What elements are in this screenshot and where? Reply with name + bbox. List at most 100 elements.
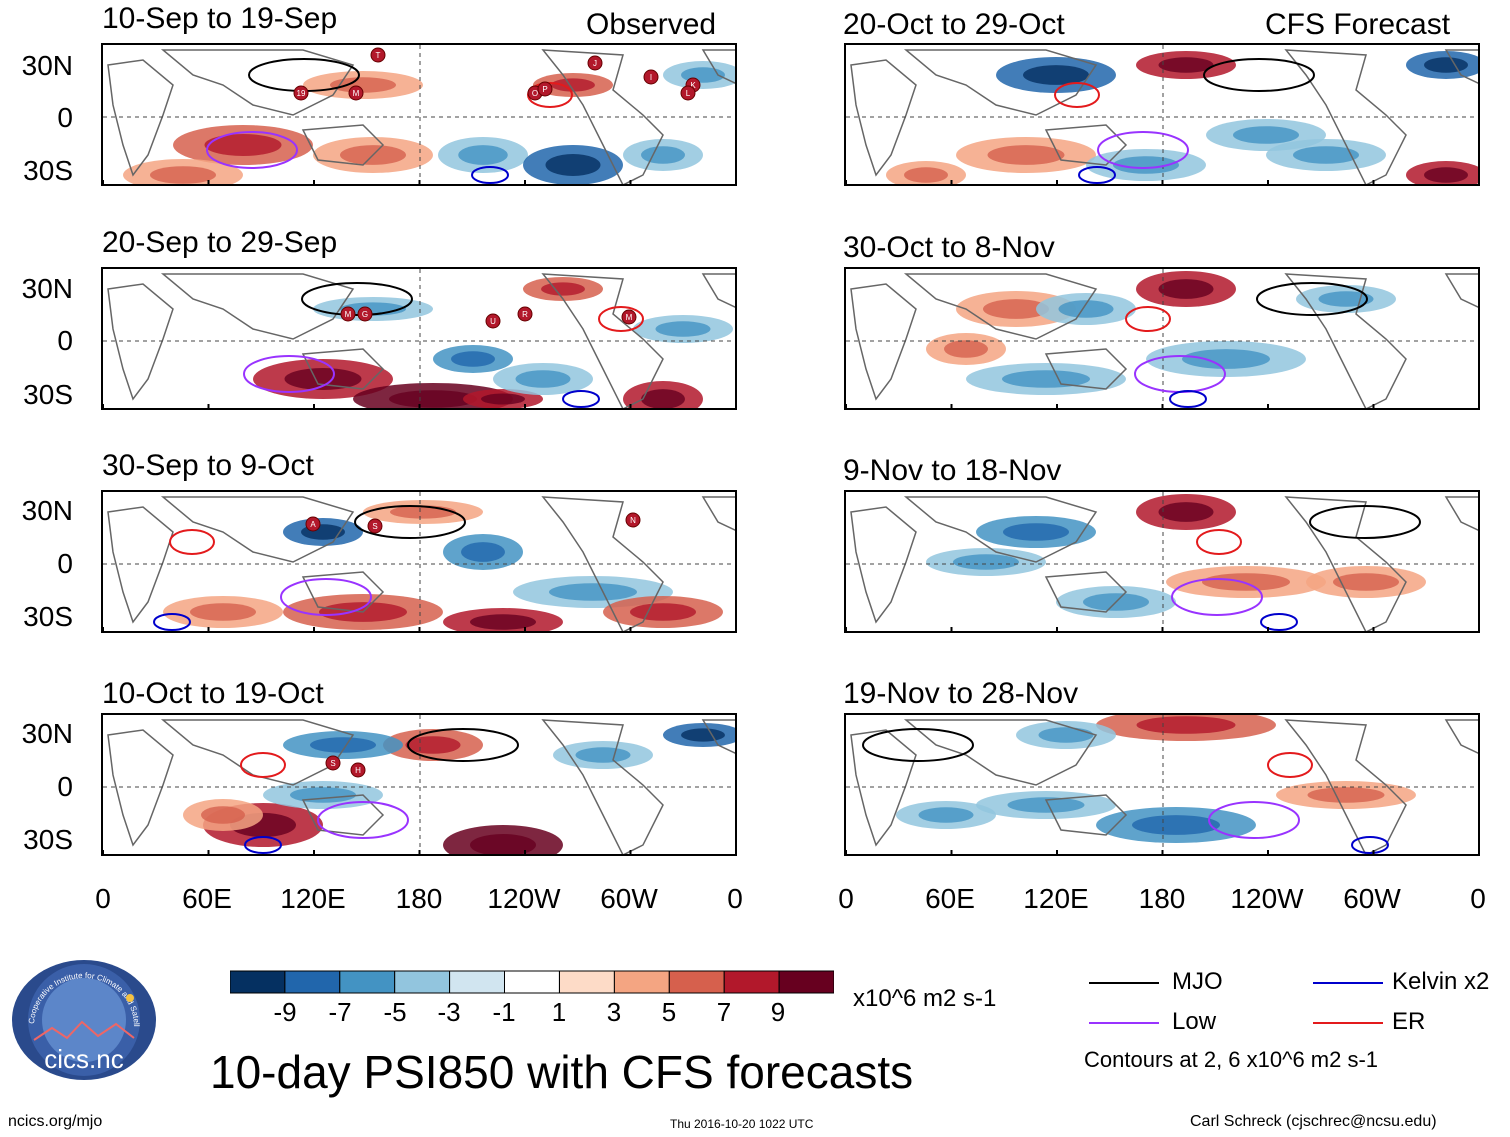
- legend-label-low: Low: [1172, 1008, 1217, 1035]
- contour-kelvin: [471, 166, 509, 184]
- anomaly-blob-core: [284, 368, 362, 390]
- contour-er: [1196, 529, 1242, 555]
- panel-title-fcst-4: 19-Nov to 28-Nov: [843, 677, 1079, 710]
- storm-marker: G: [357, 306, 373, 322]
- africa-outline: [107, 283, 174, 401]
- map-svg: T J I KL O P M 19: [103, 45, 735, 184]
- map-svg: [846, 45, 1478, 184]
- panel-title-obs-4: 10-Oct to 19-Oct: [102, 677, 324, 710]
- europe-outline: [1444, 273, 1478, 308]
- australia-outline: [301, 348, 385, 390]
- legend-label-mjo: MJO: [1172, 968, 1223, 995]
- ytick-0-3: 0: [57, 548, 73, 579]
- panel-title-obs-3: 30-Sep to 9-Oct: [102, 449, 314, 482]
- footer-center: Thu 2016-10-20 1022 UTC: [670, 1117, 814, 1131]
- contour-kelvin: [1169, 390, 1207, 408]
- colorbar-swatch: [504, 970, 560, 994]
- africa-outline: [107, 59, 174, 177]
- anomaly-blob-core: [290, 787, 356, 803]
- storm-marker: I: [643, 69, 659, 85]
- xtick-right-60e: 60E: [925, 883, 975, 914]
- europe-outline: [1444, 49, 1478, 84]
- storm-marker: J: [587, 55, 603, 71]
- logo-text: cics.nc: [44, 1044, 123, 1074]
- storm-marker: M: [340, 306, 356, 322]
- anomaly-blob-core: [987, 145, 1065, 165]
- colorbar-swatch: [449, 970, 506, 994]
- anomaly-blob-core: [201, 806, 245, 824]
- anomaly-blob-core: [1233, 126, 1299, 144]
- xtick-right-0b: 0: [1470, 883, 1486, 914]
- americas-outline: [1284, 49, 1407, 184]
- xtick-left-0: 0: [95, 883, 111, 914]
- contour-mjo: [862, 728, 974, 762]
- colorbar-units: x10^6 m2 s-1: [853, 985, 997, 1012]
- svg-text:19: 19: [297, 89, 306, 98]
- panel-title-fcst-3: 9-Nov to 18-Nov: [843, 454, 1062, 487]
- anomaly-blob-core: [541, 282, 585, 296]
- colorbar-label: 1: [551, 997, 567, 1027]
- anomaly-blob-core: [1002, 370, 1090, 388]
- anomaly-blob-core: [1307, 787, 1385, 803]
- asia-outline: [903, 49, 1098, 116]
- storm-marker: U: [485, 313, 501, 329]
- africa-outline: [850, 729, 917, 847]
- colorbar-swatch: [668, 970, 725, 994]
- svg-text:G: G: [362, 310, 368, 319]
- contour-low: [1208, 801, 1300, 839]
- svg-text:L: L: [686, 89, 691, 98]
- asia-outline: [903, 273, 1098, 340]
- anomaly-blob-core: [1023, 65, 1089, 85]
- anomaly-blob-core: [1158, 502, 1214, 522]
- colorbar-swatch: [394, 970, 451, 994]
- contour-mjo: [1203, 58, 1315, 92]
- contour-kelvin: [562, 390, 600, 408]
- americas-outline: [1284, 496, 1407, 631]
- anomaly-blob-core: [983, 299, 1049, 319]
- africa-outline: [107, 506, 174, 624]
- anomaly-blob-core: [1136, 716, 1236, 734]
- legend-line-low: [1089, 1022, 1159, 1024]
- colorbar-swatch: [229, 970, 286, 994]
- map-panel-fcst-2: [844, 267, 1480, 410]
- americas-outline: [541, 496, 664, 631]
- africa-outline: [850, 283, 917, 401]
- observed-label: Observed: [586, 8, 717, 41]
- xtick-right-120w: 120W: [1230, 883, 1304, 914]
- storm-marker: N: [625, 512, 641, 528]
- storm-marker: H: [350, 762, 366, 778]
- colorbar-svg: [229, 970, 835, 994]
- legend-line-mjo: [1089, 982, 1159, 984]
- legend-note: Contours at 2, 6 x10^6 m2 s-1: [1084, 1047, 1379, 1072]
- svg-text:A: A: [310, 520, 316, 529]
- colorbar-label: -7: [328, 997, 352, 1027]
- xtick-left-180: 180: [395, 883, 443, 914]
- xtick-right-0: 0: [838, 883, 854, 914]
- storm-marker: A: [305, 516, 321, 532]
- anomaly-blob-core: [1158, 57, 1214, 73]
- europe-outline: [701, 719, 735, 754]
- contour-low: [1097, 131, 1189, 169]
- asia-outline: [160, 496, 355, 563]
- anomaly-blob-core: [458, 145, 508, 165]
- anomaly-blob-core: [655, 321, 711, 337]
- colorbar-swatch: [339, 970, 396, 994]
- map-panel-fcst-3: [844, 490, 1480, 633]
- anomaly-blob-core: [330, 77, 396, 93]
- panel-title-obs-1: 10-Sep to 19-Sep: [102, 2, 338, 35]
- anomaly-blob-core: [1333, 573, 1399, 591]
- australia-outline: [1044, 571, 1128, 613]
- footer-left[interactable]: ncics.org/mjo: [8, 1113, 103, 1130]
- americas-outline: [541, 273, 664, 408]
- xtick-left-0b: 0: [727, 883, 743, 914]
- colorbar-label: 7: [716, 997, 732, 1027]
- storm-marker: M: [621, 309, 637, 325]
- contour-er: [240, 752, 286, 778]
- svg-text:H: H: [355, 766, 361, 775]
- xtick-right-180: 180: [1138, 883, 1186, 914]
- asia-outline: [160, 719, 355, 786]
- europe-outline: [1444, 719, 1478, 754]
- legend-line-er: [1313, 1022, 1383, 1024]
- australia-outline: [301, 124, 385, 166]
